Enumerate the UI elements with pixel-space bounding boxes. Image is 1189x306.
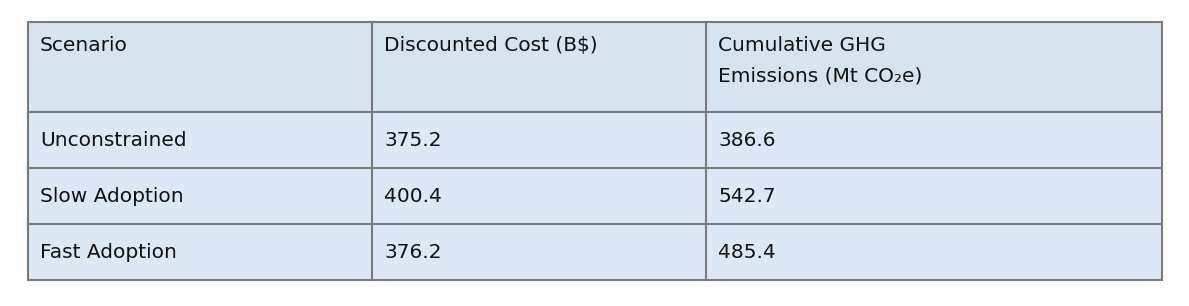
Bar [372, 224, 706, 280]
Text: Fast Adoption: Fast Adoption [40, 242, 177, 262]
Bar [29, 22, 1162, 280]
Text: 542.7: 542.7 [718, 186, 776, 206]
Text: 375.2: 375.2 [384, 130, 442, 150]
Text: 485.4: 485.4 [718, 242, 776, 262]
Bar [706, 22, 1162, 112]
Text: 400.4: 400.4 [384, 186, 442, 206]
Text: Cumulative GHG
Emissions (Mt CO₂e): Cumulative GHG Emissions (Mt CO₂e) [718, 36, 923, 86]
Text: Scenario: Scenario [40, 36, 128, 55]
Bar [372, 112, 706, 168]
Bar [29, 22, 372, 112]
Bar [29, 112, 372, 168]
Bar [372, 22, 706, 112]
Bar [29, 168, 372, 224]
Text: Discounted Cost (B$): Discounted Cost (B$) [384, 36, 598, 55]
Text: 376.2: 376.2 [384, 242, 442, 262]
Text: Slow Adoption: Slow Adoption [40, 186, 183, 206]
Bar [706, 168, 1162, 224]
Bar [29, 224, 372, 280]
Text: Unconstrained: Unconstrained [40, 130, 187, 150]
Text: 386.6: 386.6 [718, 130, 776, 150]
Bar [706, 224, 1162, 280]
Bar [372, 168, 706, 224]
Bar [706, 112, 1162, 168]
